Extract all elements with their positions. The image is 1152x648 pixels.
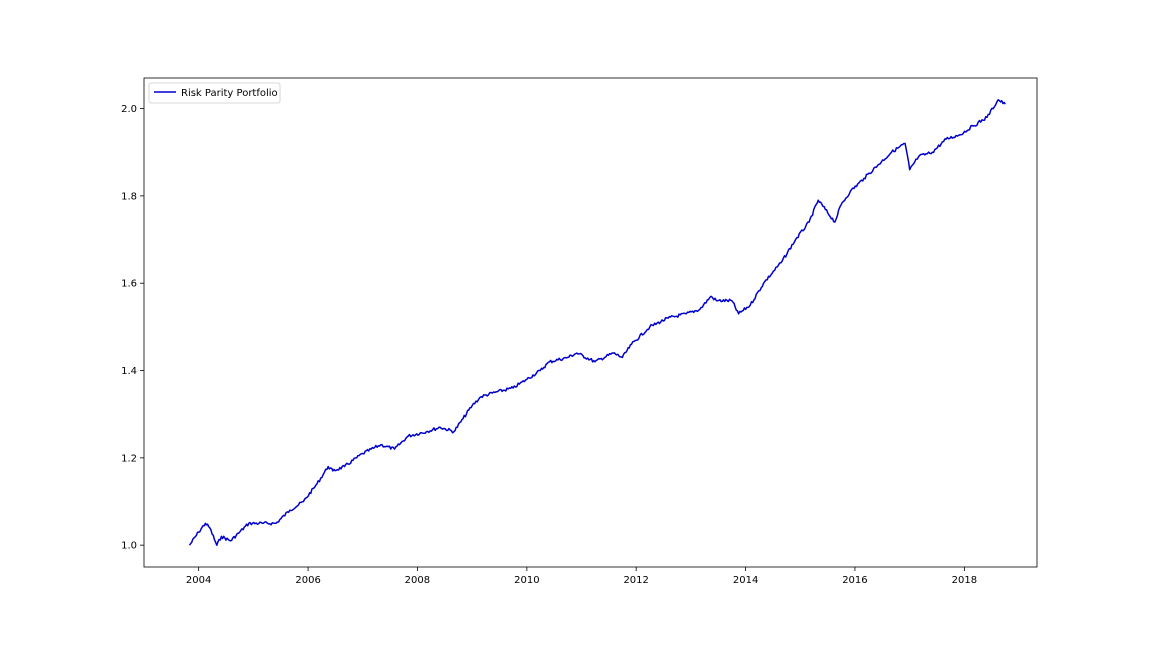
x-tick-label: 2014 — [733, 575, 758, 586]
x-tick-label: 2006 — [295, 575, 320, 586]
y-tick-label: 1.6 — [121, 279, 137, 290]
x-tick-label: 2018 — [952, 575, 977, 586]
x-tick-label: 2004 — [186, 575, 211, 586]
x-tick-label: 2010 — [514, 575, 539, 586]
series-line-risk-parity — [188, 99, 1006, 546]
y-tick-label: 1.8 — [121, 191, 137, 202]
y-tick-label: 2.0 — [121, 104, 137, 115]
x-tick-label: 2008 — [405, 575, 430, 586]
legend-label-risk-parity: Risk Parity Portfolio — [181, 88, 278, 99]
y-tick-label: 1.2 — [121, 453, 137, 464]
axis-ticks: 2004 2006 2008 2010 2012 2014 2016 2018 1.0 1.2 1.… — [121, 104, 977, 586]
legend-box — [148, 82, 281, 104]
legend: Risk Parity Portfolio — [148, 82, 281, 104]
plot-frame — [143, 77, 1038, 568]
x-tick-label: 2012 — [623, 575, 648, 586]
y-tick-label: 1.4 — [121, 366, 137, 377]
y-tick-label: 1.0 — [121, 541, 137, 552]
x-tick-label: 2016 — [842, 575, 867, 586]
